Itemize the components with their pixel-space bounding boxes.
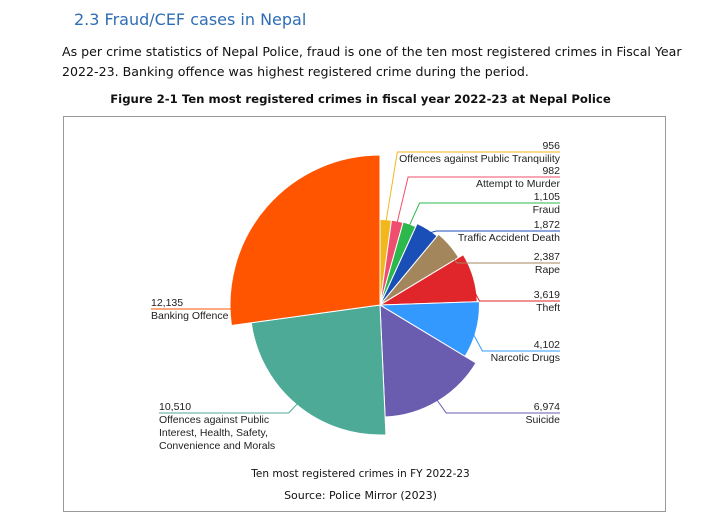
slice-category-label: Convenience and Morals [159, 440, 275, 452]
leader-line [407, 202, 560, 230]
slice-category-label: Traffic Accident Death [458, 232, 560, 244]
section-paragraph: As per crime statistics of Nepal Police,… [62, 44, 682, 79]
slice-value-label: 12,135 [151, 297, 183, 309]
slice-value-label: 3,619 [534, 289, 560, 301]
leader-line [384, 151, 560, 226]
pie-slice-banking-offence [229, 154, 381, 327]
leader-lines [151, 151, 560, 414]
section-heading: 2.3 Fraud/CEF cases in Nepal [74, 10, 307, 29]
figure-source: Source: Police Mirror (2023) [284, 489, 437, 502]
slice-value-label: 4,102 [534, 339, 560, 351]
slice-category-label: Interest, Health, Safety, [159, 427, 268, 439]
leader-line [433, 395, 560, 414]
slice-category-label: Offences against Public [159, 414, 269, 426]
leader-line [467, 278, 560, 302]
slice-category-label: Fraud [533, 204, 561, 216]
slice-value-label: 10,510 [159, 401, 191, 413]
chart-frame [63, 116, 666, 512]
slice-value-label: 2,387 [534, 251, 560, 263]
pie-slices [229, 154, 480, 436]
slice-category-label: Suicide [526, 414, 561, 426]
slice-category-label: Offences against Public Tranquility [399, 153, 561, 165]
pie-slice-suicide [379, 304, 477, 418]
leader-line [159, 399, 302, 414]
slice-category-label: Attempt to Murder [476, 178, 561, 190]
slice-category-label: Narcotic Drugs [491, 352, 560, 364]
leader-line [469, 328, 560, 352]
slice-category-label: Rape [535, 264, 560, 276]
leader-line [444, 248, 560, 264]
slice-value-label: 6,974 [534, 401, 560, 413]
leader-line [395, 176, 560, 228]
pie-slice-offences-against-public-interest-health-safety-convenience-and-morals [250, 304, 387, 436]
slice-value-label: 1,105 [534, 191, 560, 203]
slice-category-label: Banking Offence [151, 310, 229, 322]
slice-value-label: 1,872 [534, 219, 560, 231]
slice-category-label: Theft [536, 302, 560, 314]
chart-title: Ten most registered crimes in FY 2022-23 [251, 468, 470, 480]
slice-value-label: 982 [542, 165, 560, 177]
figure-caption: Figure 2-1 Ten most registered crimes in… [110, 92, 611, 106]
leader-line [424, 230, 560, 235]
slice-value-label: 956 [542, 140, 560, 152]
leader-line [151, 210, 272, 310]
